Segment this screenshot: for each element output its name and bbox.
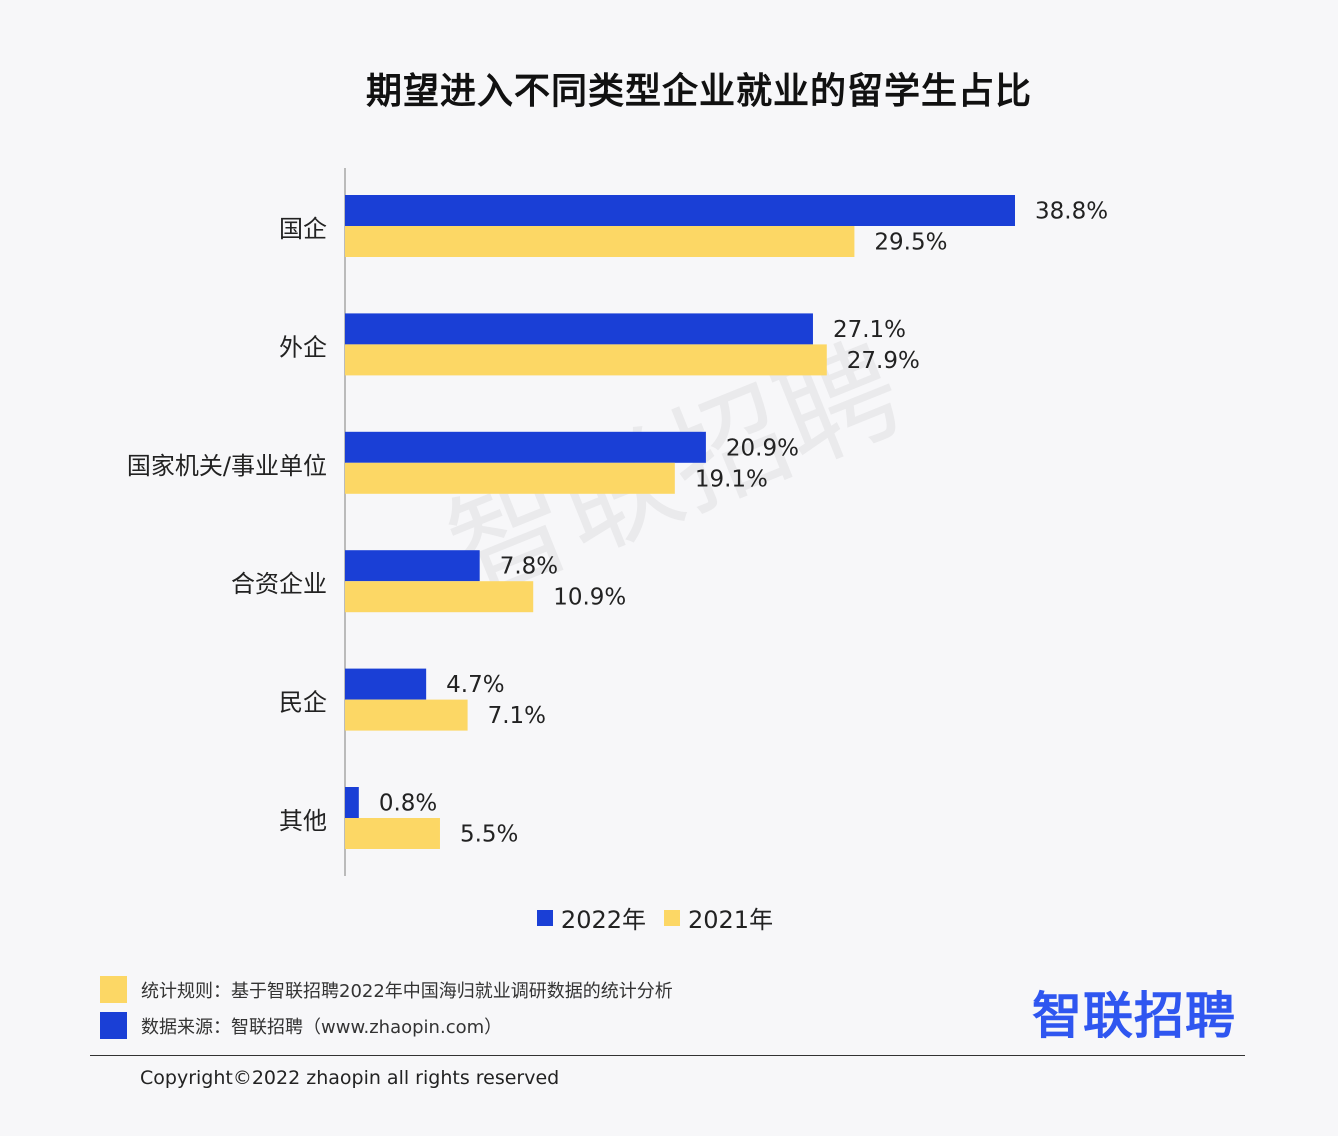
category-label: 合资企业: [231, 570, 327, 598]
bar-2022: [345, 668, 427, 700]
legend-label-2022: 2022年: [560, 906, 646, 934]
copyright: Copyright©2022 zhaopin all rights reserv…: [140, 1067, 560, 1089]
category-label: 国企: [279, 215, 327, 243]
data-label: 38.8%: [1035, 199, 1108, 225]
divider: [90, 1055, 1245, 1056]
data-label: 4.7%: [446, 672, 504, 698]
bar-2022: [345, 313, 813, 345]
bar-2021: [345, 226, 855, 257]
source-swatch: [100, 1012, 127, 1039]
category-label: 国家机关/事业单位: [127, 452, 327, 480]
category-label: 外企: [279, 333, 327, 361]
legend-label-2021: 2021年: [688, 906, 774, 934]
bar-chart: 国企 38.8% 29.5% 外企 27.1% 27.9% 国家机关/事业单位 20.9% 19…: [127, 168, 1108, 876]
bar-2021: [345, 818, 440, 849]
data-label: 19.1%: [695, 466, 768, 492]
bar-2022: [345, 550, 480, 582]
legend-swatch-2021: [664, 909, 680, 926]
data-source-text: 数据来源：智联招聘（www.zhaopin.com）: [141, 1016, 503, 1038]
data-label: 29.5%: [874, 230, 947, 256]
legend: 2022年 2021年: [0, 900, 1310, 935]
data-label: 7.1%: [488, 703, 546, 729]
bar-2021: [345, 699, 468, 731]
data-source-note: 数据来源：智联招聘（www.zhaopin.com）: [100, 1012, 502, 1039]
bar-2022: [345, 787, 359, 818]
bar-2021: [345, 581, 534, 613]
data-label: 7.8%: [500, 554, 558, 580]
bar-2022: [345, 195, 1015, 226]
data-label: 20.9%: [726, 435, 799, 461]
category-label: 其他: [279, 807, 327, 835]
stat-rule-text: 统计规则：基于智联招聘2022年中国海归就业调研数据的统计分析: [141, 980, 673, 1002]
data-label: 5.5%: [460, 822, 518, 848]
data-label: 0.8%: [379, 791, 437, 817]
bar-2021: [345, 344, 827, 376]
category-label: 民企: [279, 689, 327, 717]
bar-2022: [345, 431, 706, 463]
legend-item-2022: 2022年: [536, 900, 646, 935]
data-label: 27.9%: [847, 348, 920, 374]
brand-logo: 智联招聘: [1032, 987, 1236, 1045]
bar-2021: [345, 462, 675, 494]
stat-rule-note: 统计规则：基于智联招聘2022年中国海归就业调研数据的统计分析: [100, 976, 673, 1003]
legend-swatch-2022: [536, 909, 553, 926]
legend-item-2021: 2021年: [664, 900, 773, 935]
chart-title: 期望进入不同类型企业就业的留学生占比: [365, 71, 1032, 112]
data-label: 10.9%: [553, 585, 626, 611]
data-label: 27.1%: [833, 317, 906, 343]
rule-swatch: [100, 976, 127, 1003]
